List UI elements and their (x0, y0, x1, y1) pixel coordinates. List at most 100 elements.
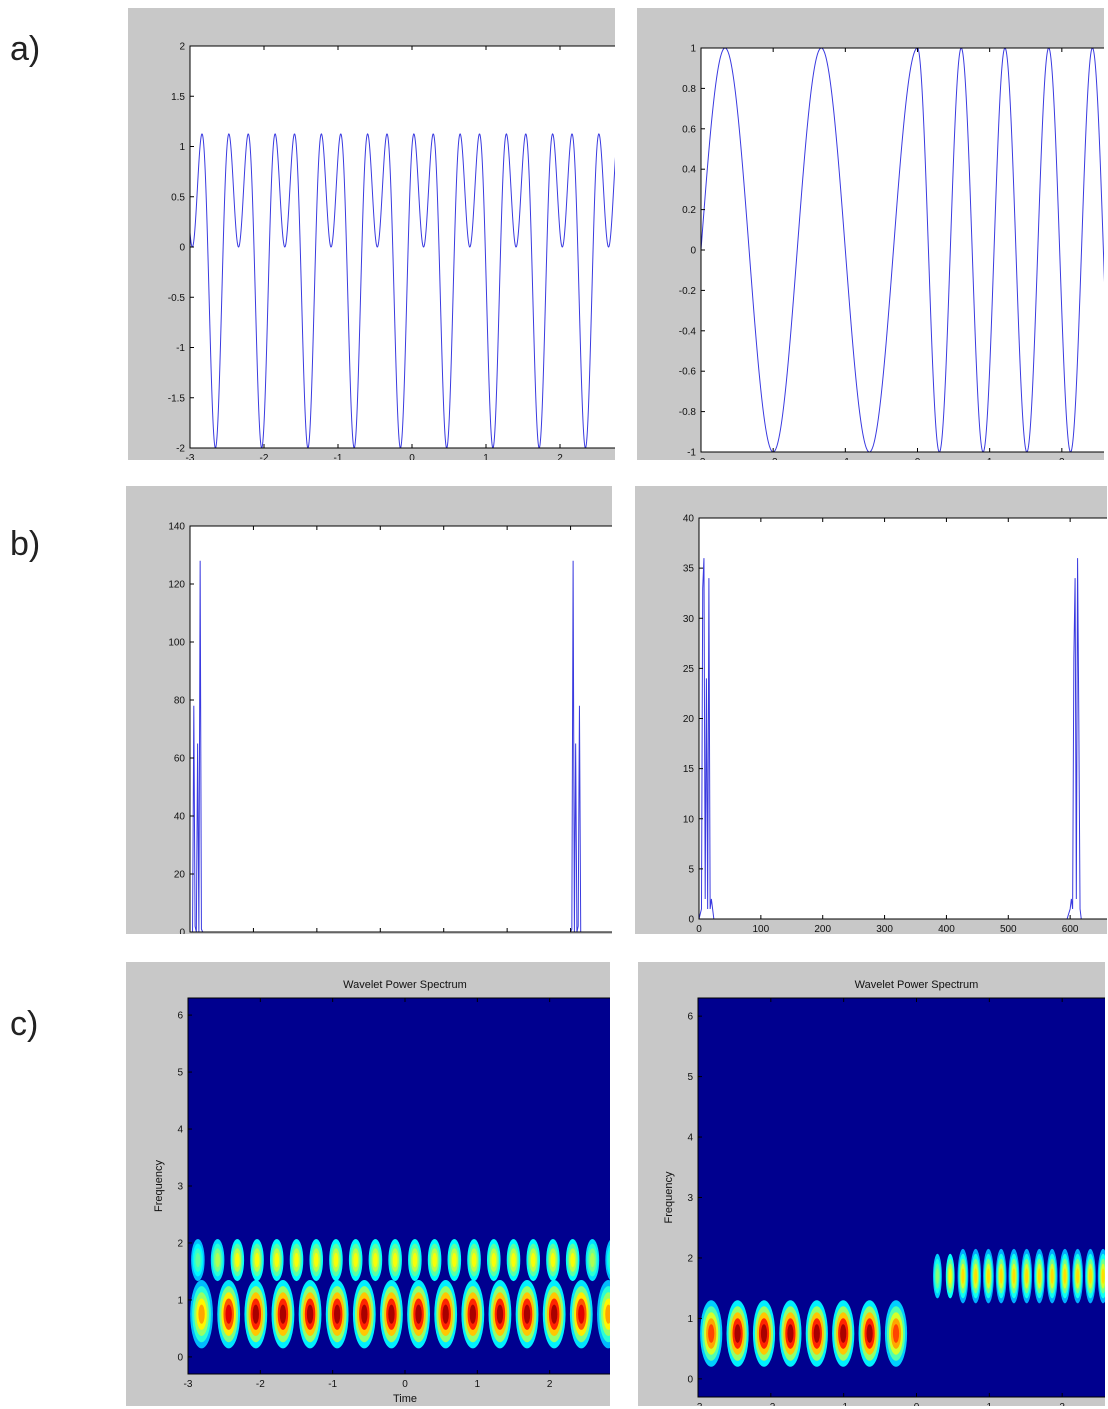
x-tick-label: 0 (696, 924, 702, 934)
heatmap-blob (1025, 1268, 1029, 1284)
plot-background (190, 46, 615, 448)
heatmap-blob (961, 1268, 965, 1284)
plot-background (701, 48, 1104, 452)
x-tick-label: -3 (694, 1402, 703, 1406)
series-line (701, 48, 1104, 452)
heatmap-blob (1063, 1268, 1067, 1284)
x-tick-label: 400 (938, 924, 955, 934)
y-tick-label: 20 (683, 714, 695, 725)
heatmap-blob (306, 1304, 314, 1324)
heatmap-blob (605, 1304, 610, 1324)
heatmap-blob (313, 1252, 319, 1268)
x-tick-label: 600 (1062, 924, 1079, 934)
heatmap-blob (1012, 1268, 1016, 1284)
heatmap-blob (254, 1252, 260, 1268)
heatmap-blob (974, 1268, 978, 1284)
y-tick-label: -0.6 (679, 367, 697, 378)
heatmap-blob (708, 1324, 715, 1343)
y-tick-label: 6 (177, 1011, 183, 1022)
heatmap-blob (373, 1252, 378, 1268)
y-tick-label: 30 (683, 614, 695, 625)
chart-svg: -3-2-10123-2-1.5-1-0.500.511.52 (168, 42, 615, 460)
x-tick-label: 100 (753, 924, 770, 934)
chart-panel-a-right: -3-2-10123-1-0.8-0.6-0.4-0.200.20.40.60.… (637, 8, 1104, 460)
x-tick-label: 500 (1000, 924, 1017, 934)
heatmap-blob (279, 1304, 287, 1324)
chart-panel-a-left: -3-2-10123-2-1.5-1-0.500.511.52 (128, 8, 615, 460)
heatmap-layer (190, 1239, 610, 1349)
chart-svg: 0100200300400500600700020406080100120140 (168, 522, 612, 934)
heatmap-blob (1076, 1268, 1080, 1284)
y-tick-label: 0 (688, 915, 694, 926)
y-tick-label: -0.2 (679, 286, 697, 297)
x-tick-label: 0 (409, 453, 415, 460)
heatmap-blob (986, 1268, 990, 1284)
heatmap-blob (570, 1252, 576, 1268)
y-tick-label: 1 (177, 1295, 183, 1306)
y-tick-label: 120 (168, 580, 185, 591)
plot-background (699, 518, 1107, 919)
y-axis-label: Frequency (153, 1160, 165, 1212)
heatmap-blob (550, 1304, 558, 1324)
y-tick-label: 4 (177, 1125, 183, 1136)
heatmap-blob (866, 1324, 873, 1343)
y-tick-label: 140 (168, 522, 185, 533)
x-tick-label: 1 (987, 457, 993, 460)
y-tick-label: 1 (687, 1314, 693, 1325)
heatmap-blob (412, 1252, 418, 1268)
heatmap-blob (935, 1268, 939, 1284)
heatmap-blob (550, 1252, 556, 1268)
heatmap-blob (198, 1304, 205, 1324)
heatmap-blob (578, 1304, 585, 1324)
x-tick-label: -3 (186, 453, 195, 460)
y-tick-label: -1 (176, 343, 185, 354)
series-line (190, 133, 615, 448)
heatmap-blob (813, 1324, 820, 1343)
heatmap-blob (195, 1252, 201, 1268)
y-tick-label: 35 (683, 564, 695, 575)
x-tick-label: 2 (1059, 1402, 1065, 1406)
heatmap-blob (590, 1252, 595, 1268)
y-tick-label: 80 (174, 696, 186, 707)
chart-svg: -3-2-10123-1-0.8-0.6-0.4-0.200.20.40.60.… (679, 44, 1104, 460)
axes-box (189, 525, 612, 933)
heatmap-blob (215, 1252, 220, 1268)
y-tick-label: 0 (179, 243, 185, 254)
heatmap-blob (361, 1304, 368, 1324)
heatmap-blob (353, 1252, 359, 1268)
series-line (190, 560, 612, 932)
x-tick-label: 200 (814, 924, 831, 934)
x-tick-label: 1 (987, 1402, 993, 1406)
chart-title: Wavelet Power Spectrum (343, 979, 467, 991)
heatmap-blob (225, 1304, 232, 1324)
y-tick-label: 3 (177, 1182, 183, 1193)
y-tick-label: 0.8 (682, 84, 696, 95)
x-tick-label: -1 (334, 453, 343, 460)
heatmap-blob (491, 1252, 497, 1268)
x-tick-label: 300 (876, 924, 893, 934)
y-tick-label: 60 (174, 754, 186, 765)
y-tick-label: 100 (168, 638, 185, 649)
y-tick-label: -1 (687, 448, 696, 459)
heatmap-blob (333, 1304, 341, 1324)
y-tick-label: 6 (687, 1012, 693, 1023)
y-tick-label: -0.5 (168, 293, 186, 304)
row-label-c: c) (10, 1005, 39, 1043)
heatmap-blob (608, 1250, 610, 1270)
y-tick-label: -0.4 (679, 326, 697, 337)
y-tick-label: 40 (174, 812, 186, 823)
x-tick-label: -2 (256, 1379, 265, 1390)
x-tick-label: -1 (839, 1402, 848, 1406)
heatmap-blob (511, 1252, 516, 1268)
heatmap-blob (415, 1304, 422, 1324)
row-label-a: a) (10, 30, 41, 68)
plot-background (190, 526, 612, 932)
y-tick-label: -2 (176, 444, 185, 455)
y-tick-label: 25 (683, 664, 695, 675)
chart-panel-b-right: 01002003004005006007000510152025303540 (635, 486, 1107, 934)
y-tick-label: 4 (687, 1133, 693, 1144)
heatmap-blob (1088, 1268, 1092, 1284)
y-tick-label: 20 (174, 870, 186, 881)
chart-panel-b-left: 0100200300400500600700020406080100120140 (126, 486, 612, 934)
x-tick-label: 2 (547, 1379, 553, 1390)
